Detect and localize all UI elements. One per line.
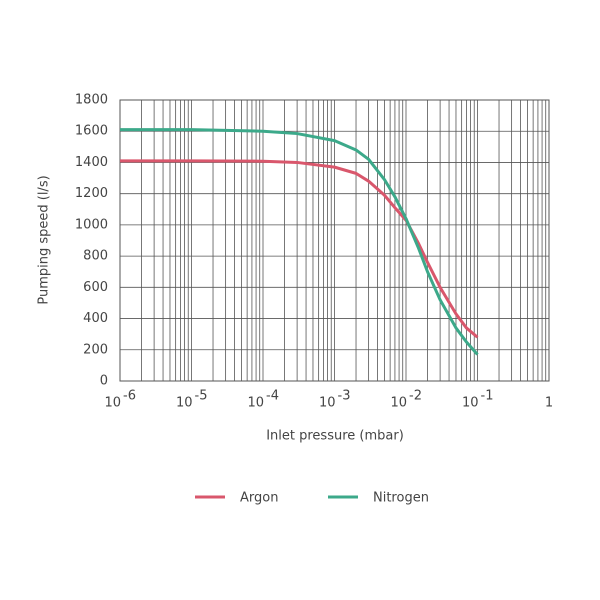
x-axis-label: Inlet pressure (mbar) xyxy=(266,429,404,444)
y-tick-label: 1000 xyxy=(75,217,108,232)
y-tick-label: 800 xyxy=(83,249,108,264)
plot-frame xyxy=(119,99,550,382)
y-axis-label: Pumping speed (l/s) xyxy=(37,175,52,304)
y-tick-label: 1400 xyxy=(75,155,108,170)
series-line xyxy=(120,159,479,339)
y-tick-label: 1800 xyxy=(75,93,108,108)
y-tick-label: 400 xyxy=(83,311,108,326)
y-tick-label: 1200 xyxy=(75,186,108,201)
x-tick-exponent: -4 xyxy=(266,389,279,404)
legend-label: Nitrogen xyxy=(373,491,429,506)
y-tick-label: 200 xyxy=(83,342,108,357)
series-line xyxy=(120,128,479,356)
x-tick-label: 10 xyxy=(462,396,479,411)
x-tick-exponent: -3 xyxy=(338,389,351,404)
x-tick-label: 10 xyxy=(319,396,336,411)
x-tick-exponent: -6 xyxy=(123,389,136,404)
x-tick-exponent: -2 xyxy=(409,389,422,404)
x-tick-label: 10 xyxy=(104,396,121,411)
x-tick-exponent: -5 xyxy=(195,389,208,404)
legend-label: Argon xyxy=(240,491,278,506)
y-tick-label: 600 xyxy=(83,280,108,295)
x-tick-label: 10 xyxy=(176,396,193,411)
x-tick-label: 10 xyxy=(390,396,407,411)
x-tick-exponent: -1 xyxy=(481,389,494,404)
x-tick-label: 1 xyxy=(545,396,553,411)
x-tick-label: 10 xyxy=(247,396,264,411)
y-tick-label: 0 xyxy=(100,374,108,389)
y-tick-label: 1600 xyxy=(75,124,108,139)
